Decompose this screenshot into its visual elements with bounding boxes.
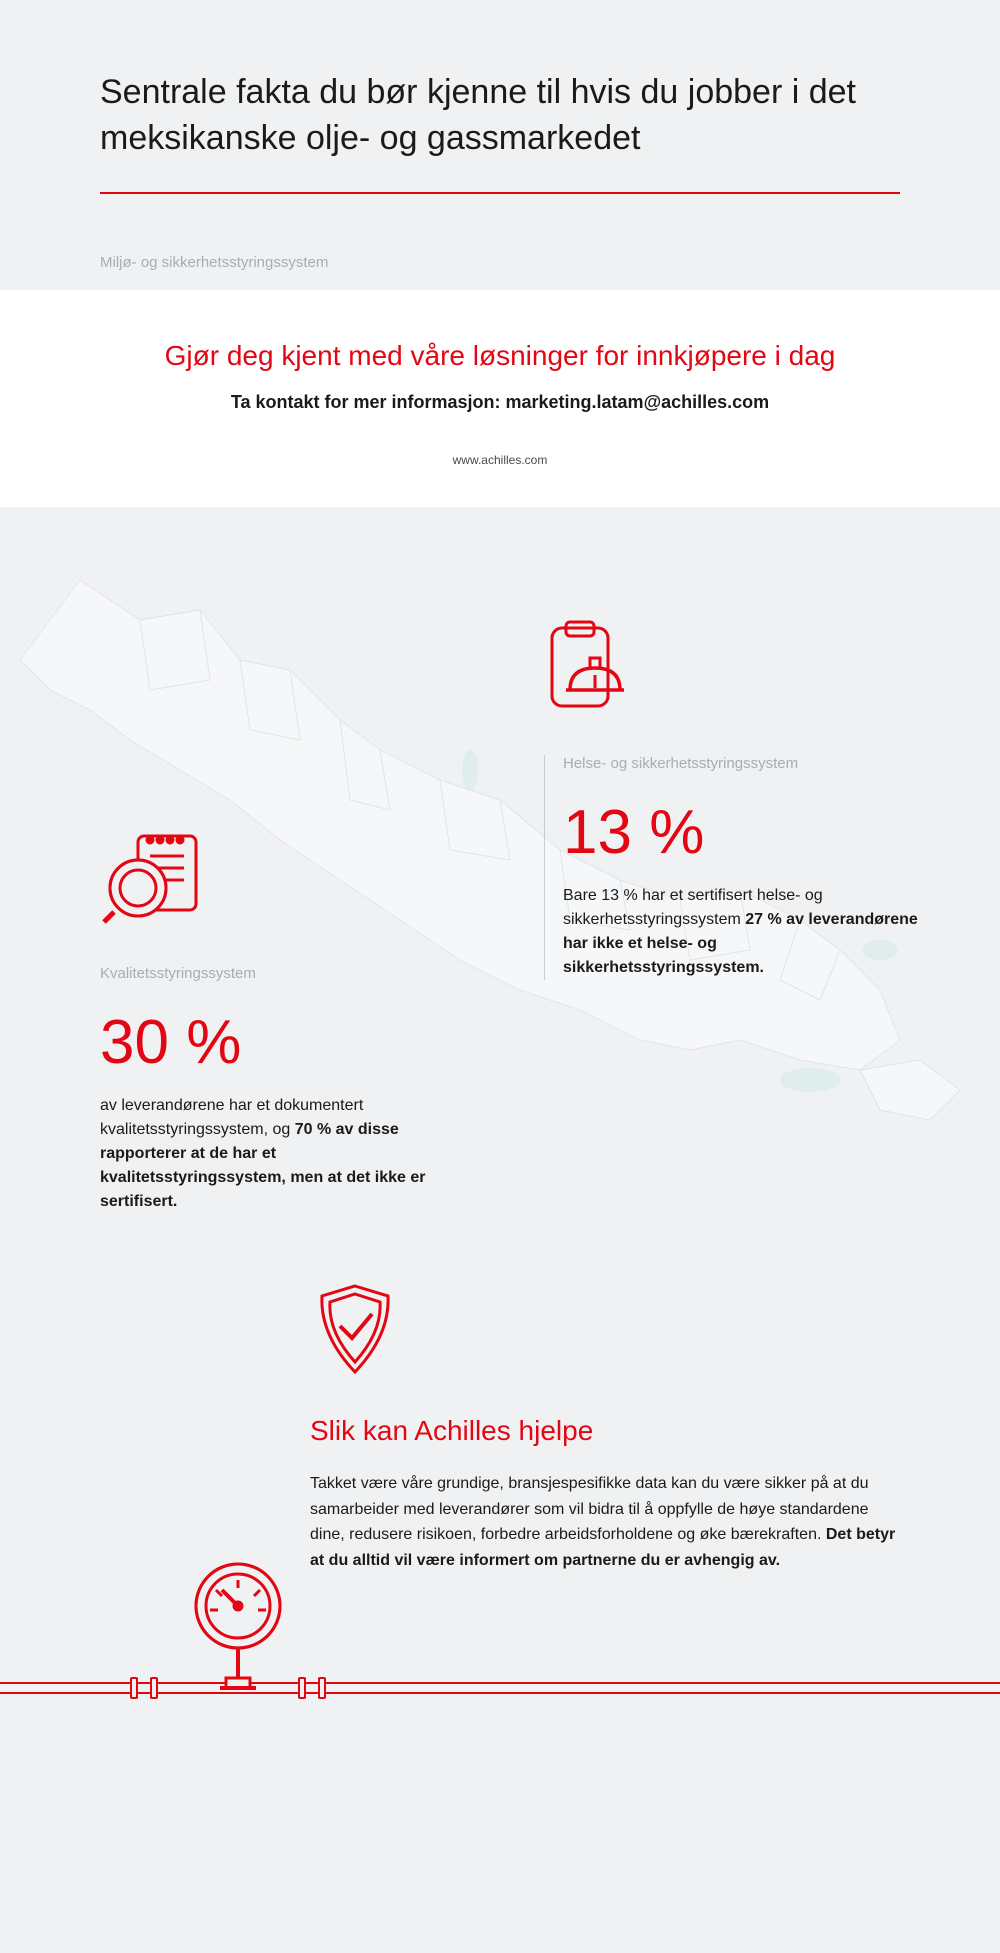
magnifier-checklist-icon bbox=[100, 830, 210, 940]
section2-percent: 13 % bbox=[563, 802, 920, 864]
hardhat-clipboard-icon bbox=[540, 620, 640, 730]
footer: Gjør deg kjent med våre løsninger for in… bbox=[0, 290, 1000, 507]
section3-label: Kvalitetsstyringssystem bbox=[100, 965, 440, 982]
section4-title: Slik kan Achilles hjelpe bbox=[310, 1415, 900, 1447]
footer-url: www.achilles.com bbox=[60, 453, 940, 467]
section2-label: Helse- og sikkerhetsstyringssystem bbox=[563, 755, 920, 772]
title-divider bbox=[100, 192, 900, 194]
section3-percent: 30 % bbox=[100, 1012, 440, 1074]
section3-text: av leverandørene har et dokumentert kval… bbox=[100, 1094, 440, 1214]
footer-subtitle: Ta kontakt for mer informasjon: marketin… bbox=[60, 392, 940, 413]
shield-check-icon bbox=[310, 1280, 400, 1380]
footer-title: Gjør deg kjent med våre løsninger for in… bbox=[60, 340, 940, 372]
page-title: Sentrale fakta du bør kjenne til hvis du… bbox=[100, 70, 900, 162]
section2-text: Bare 13 % har et sertifisert helse- og s… bbox=[563, 884, 920, 980]
gauge-pipe-graphic bbox=[0, 1560, 1000, 1760]
section4-text: Takket være våre grundige, bransjespesif… bbox=[310, 1471, 900, 1573]
pressure-gauge-icon bbox=[178, 1560, 298, 1700]
section1-label: Miljø- og sikkerhetsstyringssystem bbox=[100, 254, 900, 271]
